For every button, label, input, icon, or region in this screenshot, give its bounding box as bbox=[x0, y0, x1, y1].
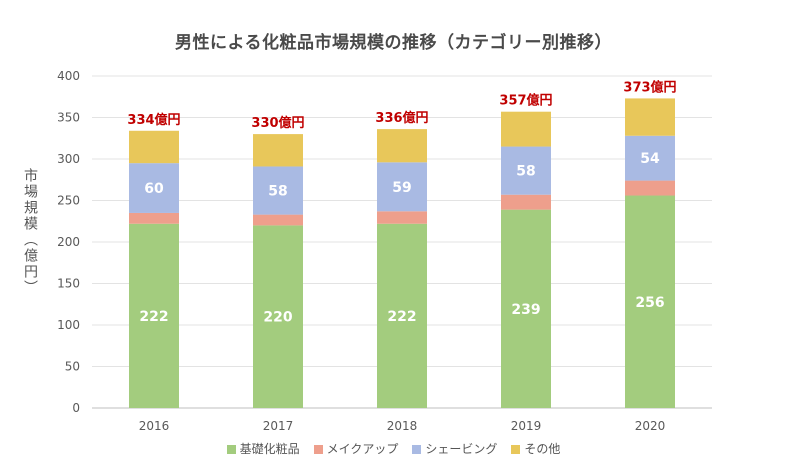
legend-item: シェービング bbox=[412, 440, 497, 457]
y-tick-label: 0 bbox=[72, 401, 80, 415]
y-tick-label: 300 bbox=[57, 152, 80, 166]
bar-segment bbox=[253, 166, 303, 215]
data-label: 54 bbox=[640, 151, 660, 167]
bar-segment bbox=[625, 98, 675, 136]
legend-label: その他 bbox=[524, 442, 561, 456]
bar-segment bbox=[377, 162, 427, 212]
bar-segment bbox=[253, 214, 303, 226]
bar-segment bbox=[625, 180, 675, 196]
y-axis-label: 市場規模（億円） bbox=[22, 168, 38, 296]
bar-segment bbox=[501, 111, 551, 147]
x-tick-label: 2017 bbox=[263, 419, 294, 433]
y-tick-label: 50 bbox=[65, 360, 80, 374]
legend-item: 基礎化粧品 bbox=[226, 440, 300, 457]
legend-swatch bbox=[412, 445, 422, 454]
legend-label: 基礎化粧品 bbox=[239, 442, 300, 456]
data-label: 239 bbox=[511, 302, 540, 318]
bar-segment bbox=[625, 135, 675, 181]
data-label: 58 bbox=[516, 164, 535, 180]
y-tick-label: 350 bbox=[57, 111, 80, 125]
bar-segment bbox=[501, 209, 551, 408]
bar-segment bbox=[377, 129, 427, 163]
data-label: 256 bbox=[635, 295, 664, 311]
data-label: 222 bbox=[387, 309, 416, 325]
y-tick-label: 200 bbox=[57, 235, 80, 249]
x-tick-label: 2019 bbox=[511, 419, 542, 433]
total-label: 336億円 bbox=[375, 110, 428, 126]
total-label: 357億円 bbox=[499, 93, 552, 109]
y-tick-label: 100 bbox=[57, 318, 80, 332]
legend-label: シェービング bbox=[425, 442, 498, 456]
bar-segment bbox=[129, 223, 179, 408]
y-tick-label: 400 bbox=[57, 69, 80, 83]
x-tick-label: 2020 bbox=[635, 419, 666, 433]
bar-segment bbox=[129, 130, 179, 164]
data-label: 222 bbox=[139, 309, 168, 325]
bar-segment bbox=[253, 225, 303, 408]
y-tick-label: 250 bbox=[57, 194, 80, 208]
bar-segment bbox=[129, 163, 179, 213]
legend-item: メイクアップ bbox=[313, 440, 399, 457]
data-label: 59 bbox=[392, 180, 411, 196]
data-label: 58 bbox=[268, 184, 287, 200]
data-label: 220 bbox=[263, 310, 292, 326]
data-label: 60 bbox=[144, 181, 164, 197]
bar-segment bbox=[253, 134, 303, 167]
legend-swatch bbox=[313, 445, 323, 454]
bar-segment bbox=[377, 211, 427, 224]
chart-legend: 基礎化粧品 メイクアップ シェービング その他 bbox=[0, 440, 787, 457]
x-tick-label: 2018 bbox=[387, 419, 418, 433]
total-label: 373億円 bbox=[623, 79, 676, 95]
legend-label: メイクアップ bbox=[326, 442, 399, 456]
legend-item: その他 bbox=[511, 440, 560, 457]
legend-swatch bbox=[226, 445, 236, 454]
bar-segment bbox=[501, 146, 551, 195]
chart-title: 男性による化粧品市場規模の推移（カテゴリー別推移） bbox=[175, 33, 612, 53]
legend-swatch bbox=[511, 445, 521, 454]
bar-segment bbox=[377, 223, 427, 408]
y-tick-label: 150 bbox=[57, 277, 80, 291]
x-tick-label: 2016 bbox=[139, 419, 170, 433]
total-label: 334億円 bbox=[127, 112, 180, 128]
bar-segment bbox=[129, 212, 179, 224]
bar-segment bbox=[501, 194, 551, 210]
total-label: 330億円 bbox=[251, 115, 304, 131]
bar-segment bbox=[625, 195, 675, 408]
